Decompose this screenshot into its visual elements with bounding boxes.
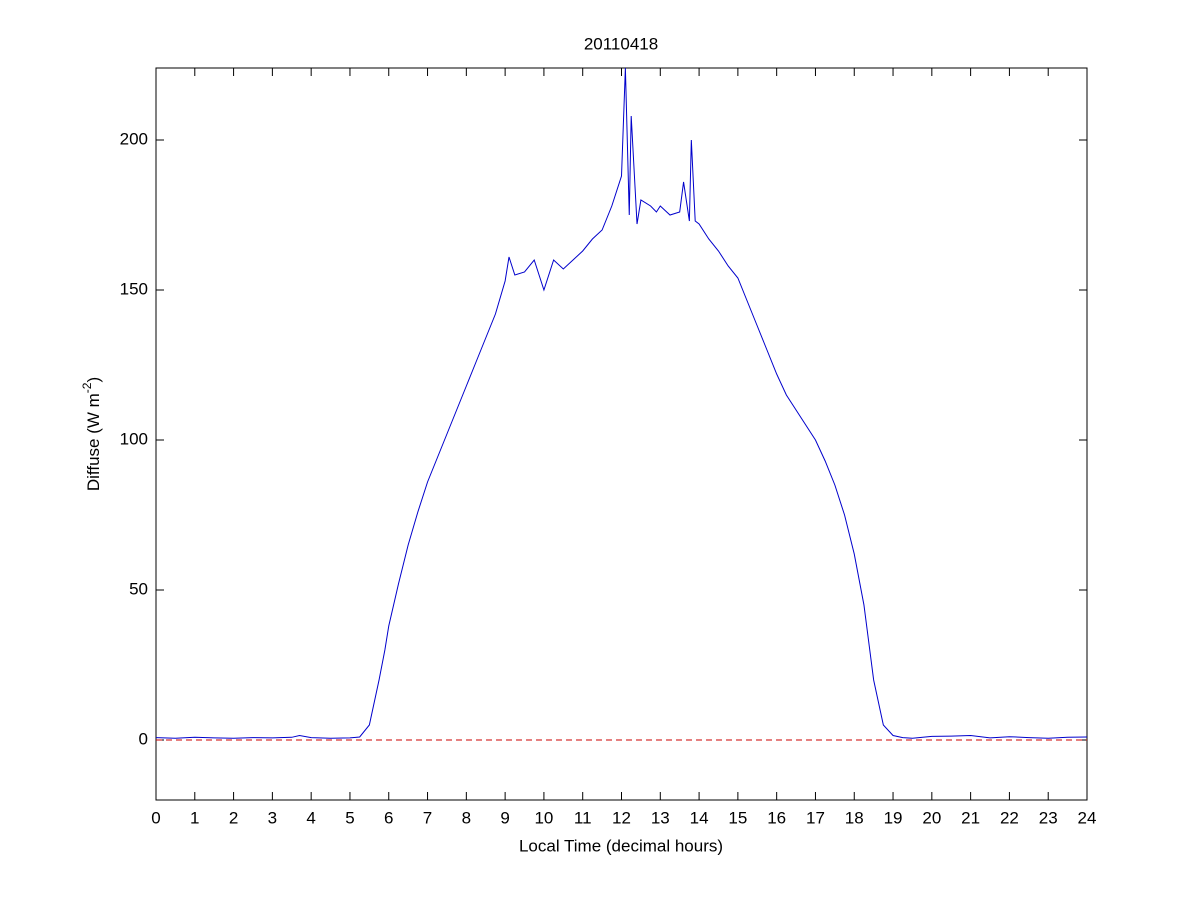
- data-line: [155, 67, 1088, 739]
- x-tick-label: 16: [767, 808, 786, 827]
- x-tick-label: 1: [190, 808, 199, 827]
- x-tick-label: 10: [534, 808, 553, 827]
- y-tick-label: 50: [129, 579, 148, 598]
- x-tick-label: 12: [612, 808, 631, 827]
- x-tick-label: 4: [306, 808, 315, 827]
- chart-title: 20110418: [584, 34, 658, 53]
- x-tick-label: 23: [1039, 808, 1058, 827]
- y-tick-label: 100: [120, 429, 148, 448]
- x-tick-label: 8: [462, 808, 471, 827]
- x-axis-label: Local Time (decimal hours): [519, 836, 723, 855]
- x-tick-label: 2: [229, 808, 238, 827]
- x-tick-label: 9: [500, 808, 509, 827]
- y-axis-label: Diffuse (W m-2): [80, 377, 103, 491]
- x-tick-label: 24: [1078, 808, 1097, 827]
- x-tick-label: 17: [806, 808, 825, 827]
- x-tick-label: 0: [151, 808, 160, 827]
- x-tick-label: 13: [651, 808, 670, 827]
- y-tick-label: 150: [120, 279, 148, 298]
- x-tick-label: 15: [728, 808, 747, 827]
- x-tick-label: 11: [574, 808, 592, 827]
- y-label-sup: -2: [80, 382, 94, 393]
- x-tick-label: 22: [1000, 808, 1019, 827]
- y-label-end: ): [84, 377, 103, 383]
- plot-area: [155, 67, 1088, 801]
- x-tick-label: 14: [690, 808, 709, 827]
- x-tick-label: 5: [345, 808, 354, 827]
- x-tick-label: 18: [845, 808, 864, 827]
- x-tick-label: 19: [884, 808, 903, 827]
- y-label-text: Diffuse (W m: [84, 393, 103, 491]
- x-tick-label: 6: [384, 808, 393, 827]
- x-tick-label: 20: [922, 808, 941, 827]
- y-tick-label: 200: [120, 129, 148, 148]
- x-tick-label: 3: [268, 808, 277, 827]
- x-tick-label: 21: [961, 808, 980, 827]
- x-tick-label: 7: [423, 808, 432, 827]
- y-tick-label: 0: [139, 729, 148, 748]
